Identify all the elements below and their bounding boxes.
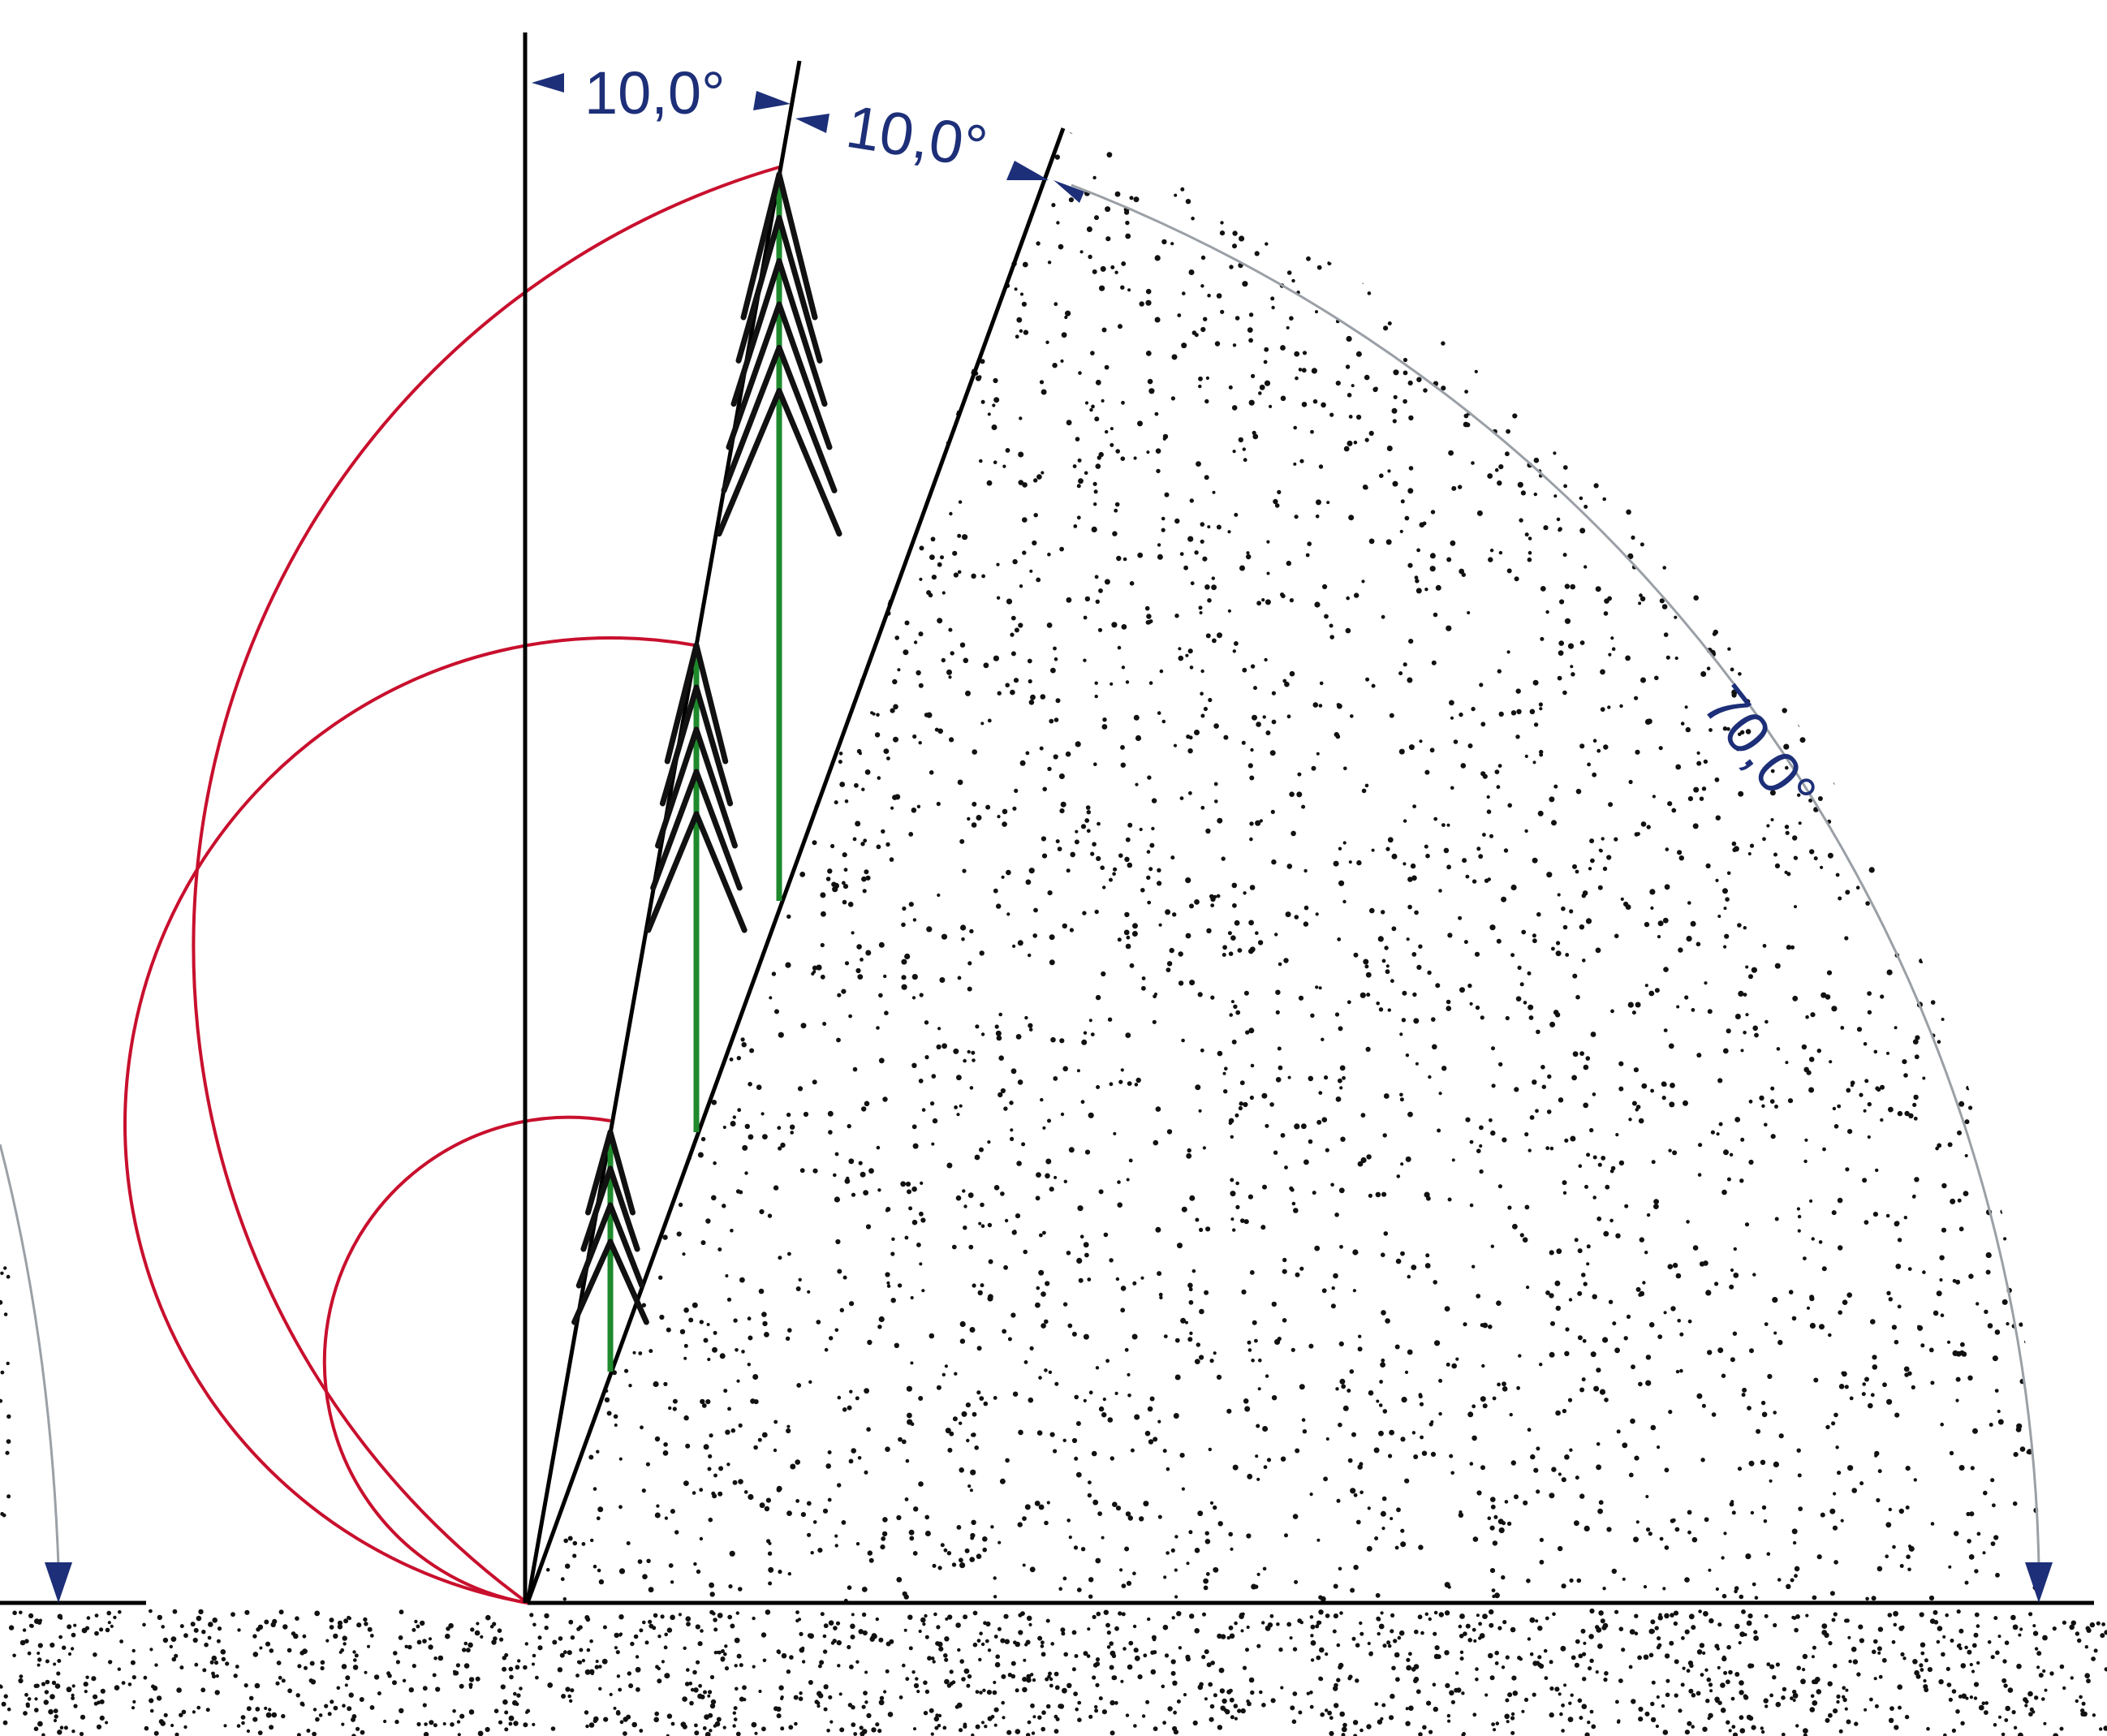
tree-crown-large: [716, 171, 842, 537]
red-arc-small: [322, 1115, 611, 1605]
slope-angle-arc: [1071, 183, 2040, 1567]
ground-stipple: [0, 1608, 2107, 1736]
angle-label-slope-arc: 70,0°: [1690, 673, 1829, 825]
arrowhead-left-10deg-start: [532, 73, 564, 93]
tree-crown-medium: [645, 642, 748, 933]
angle-label-tree-to-slope: 10,0°: [842, 93, 991, 181]
arrowhead-right-10deg-end: [1006, 161, 1049, 180]
left-angle-arc: [0, 1144, 60, 1567]
arrowhead-right-10deg-start: [795, 114, 829, 133]
left-edge-stipple: [0, 1266, 11, 1518]
red-arc-medium: [123, 636, 696, 1605]
arrowhead-right-10deg-end2: [1054, 180, 1084, 203]
angle-label-vertical-to-tree: 10,0°: [584, 59, 726, 127]
red-arc-large: [192, 166, 780, 1605]
tree-crown-small: [571, 1129, 649, 1325]
arrowhead-left-arc-end: [45, 1562, 72, 1603]
arrowhead-slope-arc-end: [2025, 1562, 2053, 1603]
dimension-arrows: [45, 73, 2053, 1603]
slope-surface-line: [525, 127, 1066, 1604]
arrowhead-left-10deg-end: [753, 91, 791, 110]
